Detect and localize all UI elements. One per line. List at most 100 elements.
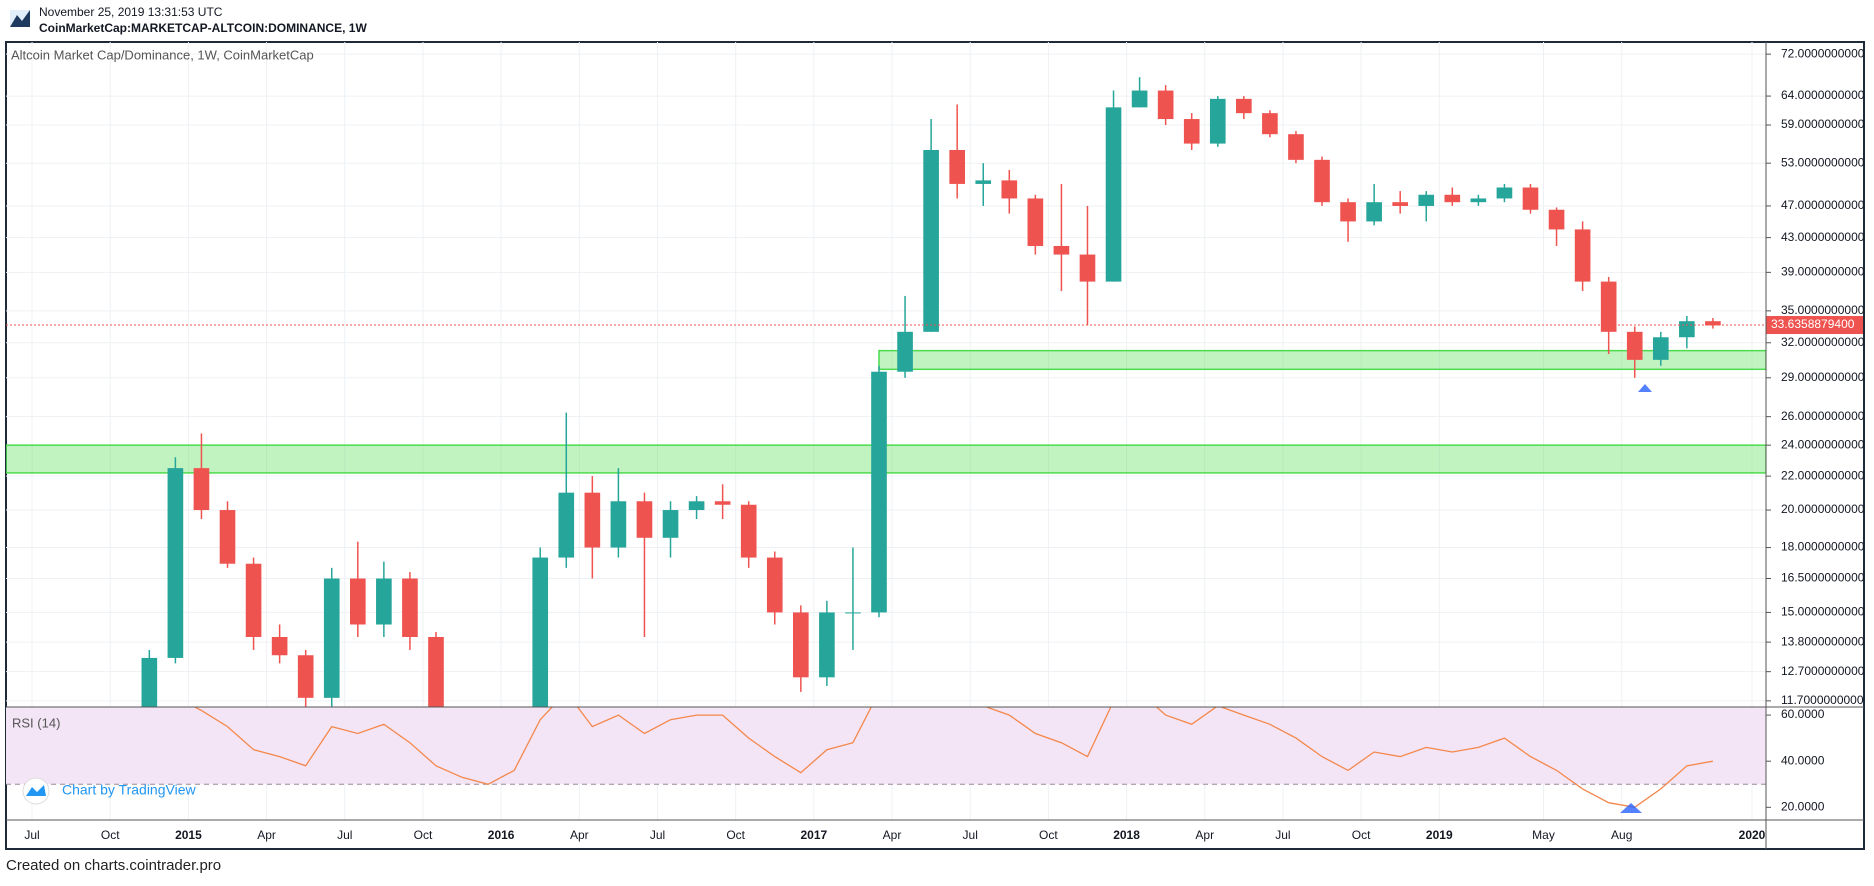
rsi-line xyxy=(193,707,1714,808)
x-tick-label: Aug xyxy=(1611,828,1632,842)
candle-body xyxy=(1418,194,1435,206)
candle-body xyxy=(871,371,887,613)
candle-body xyxy=(167,468,184,658)
x-tick-label: Oct xyxy=(1352,828,1371,842)
axes: Jul Oct 2015 Apr Jul Oct 2016 Apr Jul Oct 2017 Apr J… xyxy=(24,46,1864,842)
candle-body xyxy=(636,501,653,538)
candle-body xyxy=(766,557,783,613)
x-tick-label: Oct xyxy=(101,828,120,842)
y-tick-label: 24.0000000000 xyxy=(1781,437,1865,451)
last-price-box xyxy=(1766,316,1863,335)
y-tick-label: 15.0000000000 xyxy=(1781,605,1865,619)
candle-body xyxy=(1053,245,1070,255)
candle-body xyxy=(245,563,262,637)
candle-body xyxy=(1574,229,1591,282)
candle-body xyxy=(975,180,992,184)
candle-body xyxy=(819,612,835,678)
candle-body xyxy=(1522,187,1539,210)
x-tick-label: Oct xyxy=(414,828,433,842)
candle-body xyxy=(949,150,965,184)
x-tick-label: Oct xyxy=(1039,828,1058,842)
candle-body xyxy=(1548,209,1565,230)
y-tick-label: 29.0000000000 xyxy=(1781,370,1865,384)
y-tick-label: 13.8000000000 xyxy=(1781,634,1865,648)
candle-body xyxy=(1262,113,1278,135)
x-tick-label: Jul xyxy=(24,828,39,842)
y-tick-label: 35.0000000000 xyxy=(1781,303,1865,317)
candle-body xyxy=(714,501,731,505)
candle-body xyxy=(402,578,418,637)
candle-body xyxy=(662,510,679,538)
candle-body xyxy=(1705,321,1721,326)
x-tick-label: 2017 xyxy=(800,828,827,842)
signal-arrow xyxy=(1620,803,1642,813)
x-tick-label: Jul xyxy=(1275,828,1290,842)
y-tick-label: 16.5000000000 xyxy=(1781,571,1865,585)
candle-body xyxy=(558,492,575,558)
footer: Created on charts.cointrader.pro xyxy=(6,857,221,874)
candle-body xyxy=(1027,198,1044,246)
y-tick-label: 22.0000000000 xyxy=(1781,468,1865,482)
candle-body xyxy=(1183,119,1200,144)
y-tick-label: 12.7000000000 xyxy=(1781,664,1865,678)
rsi-title: RSI (14) xyxy=(12,715,60,730)
x-tick-label: Apr xyxy=(257,828,276,842)
rsi-band xyxy=(6,707,1766,785)
candle-body xyxy=(219,510,236,564)
x-tick-label: 2019 xyxy=(1426,828,1453,842)
candle-body xyxy=(297,655,314,698)
candle-body xyxy=(584,492,601,548)
candle-body xyxy=(323,578,340,698)
x-tick-label: 2018 xyxy=(1113,828,1140,842)
candle-body xyxy=(897,331,913,372)
last-price-label: 33.6358879400 xyxy=(1771,317,1855,331)
y-tick-label: 59.0000000000 xyxy=(1781,117,1865,131)
x-tick-label: Jul xyxy=(337,828,352,842)
y-tick-label: 20.0000 xyxy=(1781,799,1825,813)
candle-body xyxy=(1392,202,1409,206)
candle-body xyxy=(1679,321,1695,338)
y-tick-label: 72.0000000000 xyxy=(1781,46,1865,60)
candle-body xyxy=(1470,198,1487,203)
rsi-pane xyxy=(6,707,1766,820)
candle-body xyxy=(193,468,210,511)
x-tick-label: Oct xyxy=(726,828,745,842)
y-tick-label: 39.0000000000 xyxy=(1781,265,1865,279)
x-tick-label: Apr xyxy=(1195,828,1214,842)
candle-body xyxy=(1236,98,1252,114)
candle-body xyxy=(1340,202,1356,222)
y-tick-label: 40.0000 xyxy=(1781,753,1825,767)
y-tick-label: 20.0000000000 xyxy=(1781,502,1865,516)
candle-body xyxy=(845,612,861,614)
x-tick-label: 2020 xyxy=(1739,828,1766,842)
candle-body xyxy=(376,578,392,625)
timestamp: November 25, 2019 13:31:53 UTC xyxy=(39,5,223,19)
y-tick-label: 11.7000000000 xyxy=(1781,693,1864,707)
candle-body xyxy=(141,657,158,707)
x-tick-label: Apr xyxy=(883,828,902,842)
x-tick-label: 2016 xyxy=(488,828,515,842)
y-tick-label: 64.0000000000 xyxy=(1781,88,1865,102)
candle-body xyxy=(1131,90,1148,108)
candle-body xyxy=(610,501,627,548)
candle-body xyxy=(1105,107,1122,282)
candle-body xyxy=(740,504,757,558)
y-tick-label: 26.0000000000 xyxy=(1781,409,1865,423)
candle-body xyxy=(1209,98,1226,144)
candle-body xyxy=(1288,134,1304,160)
candle-body xyxy=(428,636,444,707)
watermark-text: Chart by TradingView xyxy=(62,782,196,798)
candle-body xyxy=(1600,281,1617,332)
logo xyxy=(10,10,30,27)
x-tick-label: Jul xyxy=(963,828,978,842)
signal-arrow xyxy=(1638,384,1652,392)
symbol: CoinMarketCap:MARKETCAP-ALTCOIN:DOMINANC… xyxy=(39,21,367,35)
candle-body xyxy=(1496,187,1513,199)
candle-body xyxy=(1626,331,1643,360)
candle-body xyxy=(1444,194,1461,203)
price-pane xyxy=(6,42,1766,707)
candle-body xyxy=(271,636,288,656)
candle-body xyxy=(532,557,549,707)
y-tick-label: 18.0000000000 xyxy=(1781,540,1865,554)
x-tick-label: May xyxy=(1532,828,1555,842)
